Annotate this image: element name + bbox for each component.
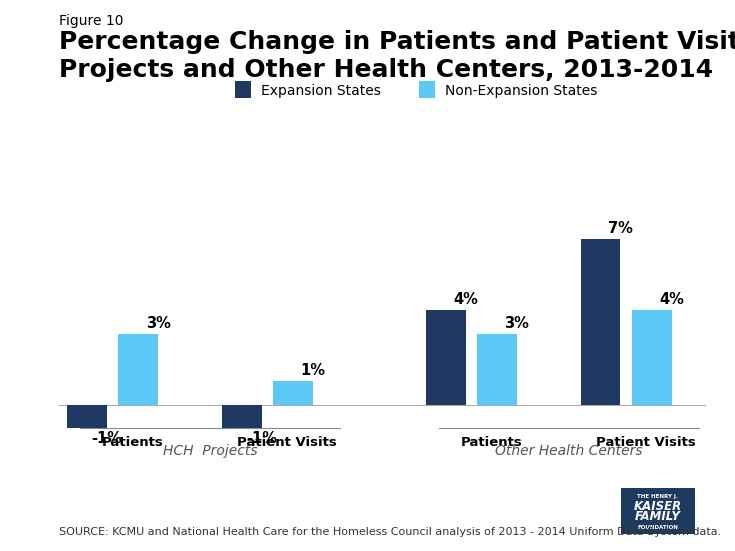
Text: HCH  Projects: HCH Projects [162, 444, 257, 457]
Text: Non-Expansion States: Non-Expansion States [445, 84, 597, 98]
Text: Patients: Patients [101, 436, 163, 450]
Bar [426, 310, 466, 404]
Text: 4%: 4% [659, 292, 684, 307]
Text: Figure 10: Figure 10 [59, 14, 123, 28]
Text: FOUNDATION: FOUNDATION [637, 525, 678, 530]
Bar [477, 334, 517, 404]
Bar [273, 381, 312, 404]
Text: 4%: 4% [453, 292, 478, 307]
Text: 3%: 3% [146, 316, 171, 331]
Bar [581, 239, 620, 404]
Bar [222, 404, 262, 428]
Bar [419, 82, 435, 98]
Bar [235, 82, 251, 98]
Text: Projects and Other Health Centers, 2013-2014: Projects and Other Health Centers, 2013-… [59, 58, 713, 82]
Bar [68, 404, 107, 428]
Bar [632, 310, 672, 404]
Text: KAISER: KAISER [634, 500, 682, 513]
Text: THE HENRY J.: THE HENRY J. [637, 494, 678, 499]
Text: 3%: 3% [504, 316, 529, 331]
Text: -1%: -1% [246, 431, 277, 446]
Text: 1%: 1% [300, 363, 325, 378]
Text: Expansion States: Expansion States [261, 84, 381, 98]
Text: 7%: 7% [608, 222, 633, 236]
Text: SOURCE: KCMU and National Health Care for the Homeless Council analysis of 2013 : SOURCE: KCMU and National Health Care fo… [59, 527, 721, 537]
Text: Patient Visits: Patient Visits [237, 436, 337, 450]
Text: FAMILY: FAMILY [635, 510, 681, 523]
Bar [118, 334, 158, 404]
Text: Percentage Change in Patients and Patient Visits for HCH: Percentage Change in Patients and Patien… [59, 30, 735, 55]
Text: Other Health Centers: Other Health Centers [495, 444, 642, 457]
Text: Patient Visits: Patient Visits [596, 436, 696, 450]
Text: Patients: Patients [461, 436, 523, 450]
Text: -1%: -1% [92, 431, 123, 446]
